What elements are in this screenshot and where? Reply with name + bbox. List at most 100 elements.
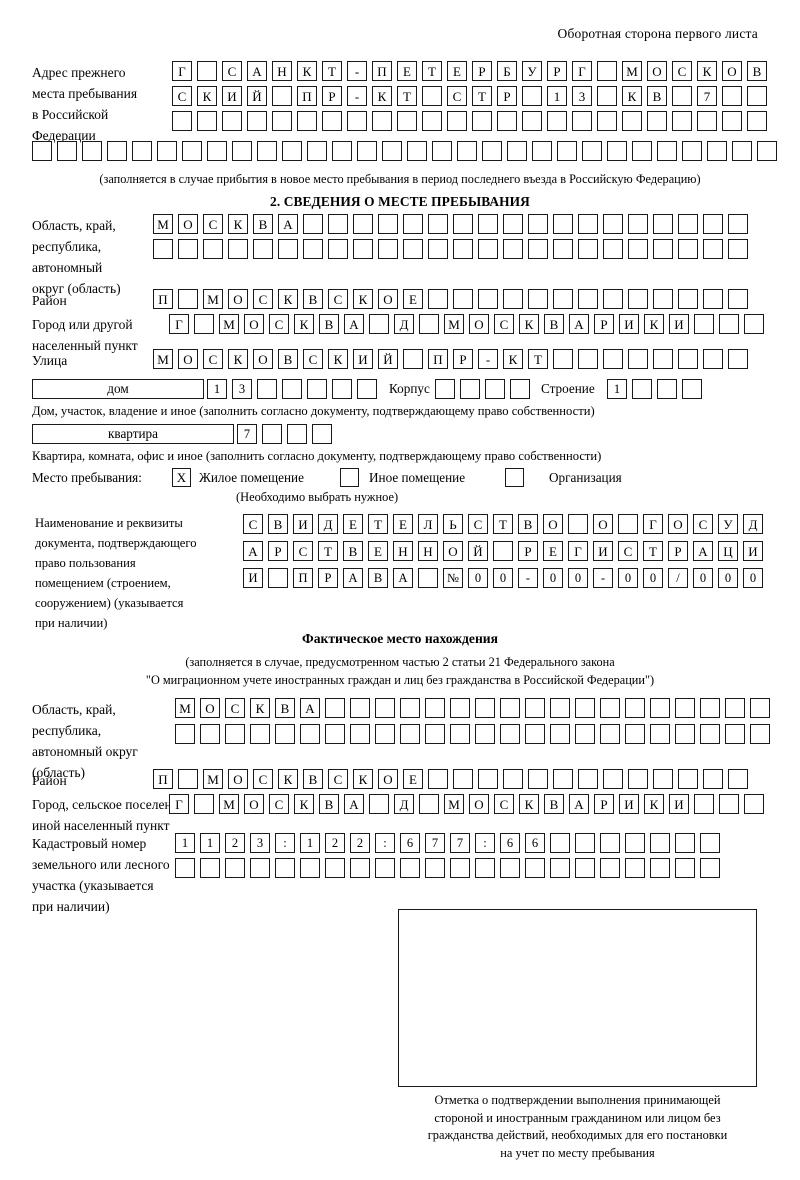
char-cell[interactable] [378, 239, 398, 259]
char-cell[interactable]: С [672, 61, 692, 81]
char-cell[interactable] [250, 858, 270, 878]
char-cell[interactable] [225, 858, 245, 878]
char-cell[interactable] [732, 141, 752, 161]
char-cell[interactable] [672, 111, 692, 131]
char-cell[interactable]: 7 [425, 833, 445, 853]
char-cell[interactable] [472, 111, 492, 131]
char-cell[interactable]: В [275, 698, 295, 718]
char-cell[interactable] [678, 769, 698, 789]
char-cell[interactable]: В [303, 769, 323, 789]
char-cell[interactable]: Р [472, 61, 492, 81]
char-cell[interactable] [350, 724, 370, 744]
char-cell[interactable] [300, 724, 320, 744]
char-cell[interactable]: К [622, 86, 642, 106]
char-cell[interactable] [550, 858, 570, 878]
char-cell[interactable]: К [644, 794, 664, 814]
char-cell[interactable]: В [747, 61, 767, 81]
char-cell[interactable]: С [269, 794, 289, 814]
char-cell[interactable] [247, 111, 267, 131]
char-cell[interactable] [357, 141, 377, 161]
char-cell[interactable]: С [172, 86, 192, 106]
char-cell[interactable] [550, 698, 570, 718]
char-cell[interactable]: 7 [450, 833, 470, 853]
char-cell[interactable]: А [247, 61, 267, 81]
char-cell[interactable]: Т [322, 61, 342, 81]
char-cell[interactable]: Н [418, 541, 438, 561]
char-cell[interactable] [350, 698, 370, 718]
char-cell[interactable] [744, 794, 764, 814]
char-cell[interactable]: О [469, 794, 489, 814]
char-cell[interactable]: Е [403, 289, 423, 309]
char-cell[interactable] [307, 141, 327, 161]
char-cell[interactable] [725, 698, 745, 718]
char-cell[interactable] [703, 239, 723, 259]
char-cell[interactable]: И [619, 794, 639, 814]
char-cell[interactable]: 7 [697, 86, 717, 106]
char-cell[interactable]: 0 [718, 568, 738, 588]
char-cell[interactable] [272, 86, 292, 106]
checkbox-organization[interactable] [505, 468, 524, 487]
char-cell[interactable] [228, 239, 248, 259]
char-cell[interactable] [694, 794, 714, 814]
char-cell[interactable]: - [347, 86, 367, 106]
char-cell[interactable]: О [543, 514, 563, 534]
previous-address-row-3[interactable] [172, 111, 772, 131]
char-cell[interactable] [478, 769, 498, 789]
char-cell[interactable]: А [569, 794, 589, 814]
char-cell[interactable]: Г [643, 514, 663, 534]
char-cell[interactable]: : [475, 833, 495, 853]
char-cell[interactable] [322, 111, 342, 131]
char-cell[interactable] [728, 214, 748, 234]
char-cell[interactable] [157, 141, 177, 161]
char-cell[interactable]: Н [272, 61, 292, 81]
char-cell[interactable] [272, 111, 292, 131]
char-cell[interactable]: В [319, 794, 339, 814]
char-cell[interactable]: Г [172, 61, 192, 81]
char-cell[interactable] [275, 858, 295, 878]
char-cell[interactable]: Е [397, 61, 417, 81]
char-cell[interactable] [582, 141, 602, 161]
char-cell[interactable] [453, 289, 473, 309]
char-cell[interactable] [728, 239, 748, 259]
char-cell[interactable] [522, 86, 542, 106]
char-cell[interactable] [628, 239, 648, 259]
char-cell[interactable]: М [203, 289, 223, 309]
char-cell[interactable] [575, 858, 595, 878]
char-cell[interactable] [297, 111, 317, 131]
char-cell[interactable] [325, 724, 345, 744]
char-cell[interactable]: В [518, 514, 538, 534]
char-cell[interactable] [607, 141, 627, 161]
char-cell[interactable]: С [203, 349, 223, 369]
char-cell[interactable]: К [250, 698, 270, 718]
char-cell[interactable]: Д [318, 514, 338, 534]
char-cell[interactable]: Б [497, 61, 517, 81]
char-cell[interactable] [575, 833, 595, 853]
char-cell[interactable] [722, 86, 742, 106]
char-cell[interactable]: С [253, 289, 273, 309]
char-cell[interactable] [303, 239, 323, 259]
char-cell[interactable] [522, 111, 542, 131]
char-cell[interactable] [597, 86, 617, 106]
char-cell[interactable] [225, 724, 245, 744]
document-row-3[interactable]: И П Р А В А № 0 0-0 0-0 0/0 0 0 [243, 568, 768, 588]
char-cell[interactable] [672, 86, 692, 106]
char-cell[interactable]: К [328, 349, 348, 369]
char-cell[interactable] [653, 214, 673, 234]
char-cell[interactable]: А [693, 541, 713, 561]
char-cell[interactable]: Е [368, 541, 388, 561]
char-cell[interactable] [375, 724, 395, 744]
char-cell[interactable]: А [569, 314, 589, 334]
char-cell[interactable] [650, 858, 670, 878]
char-cell[interactable] [618, 514, 638, 534]
char-cell[interactable] [369, 314, 389, 334]
char-cell[interactable] [425, 724, 445, 744]
char-cell[interactable] [375, 698, 395, 718]
char-cell[interactable] [650, 724, 670, 744]
char-cell[interactable]: Р [518, 541, 538, 561]
char-cell[interactable]: 0 [618, 568, 638, 588]
char-cell[interactable] [447, 111, 467, 131]
char-cell[interactable] [675, 833, 695, 853]
char-cell[interactable] [625, 833, 645, 853]
